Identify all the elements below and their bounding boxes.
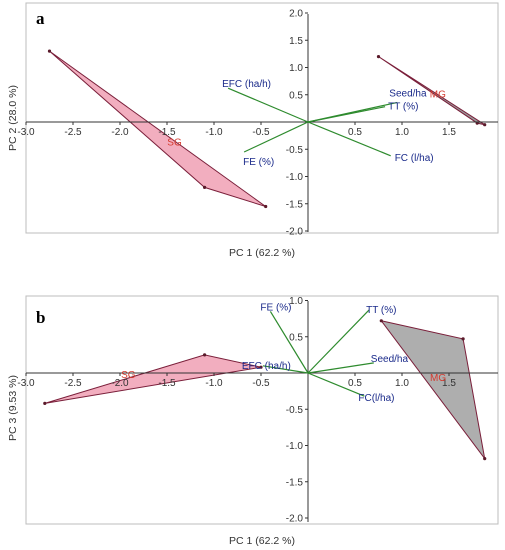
panel-a-group-mg-point xyxy=(376,55,381,59)
panel-b-x-tick-label: 1.0 xyxy=(395,378,409,389)
panel-a-x-tick-label: -2.5 xyxy=(64,127,82,138)
panel-b-loading-vector xyxy=(307,372,365,397)
panel-a-loading-label: FE (%) xyxy=(243,157,274,168)
panel-a-x-tick-label: -3.0 xyxy=(17,127,35,138)
panel-a-loading-label: Seed/ha xyxy=(389,88,427,99)
panel-a-y-tick-label: -1.0 xyxy=(286,172,304,183)
panel-b-loading-label: Seed/ha xyxy=(371,354,409,365)
panel-b-group-sg-point xyxy=(259,365,263,369)
panel-b-x-tick-label: -2.5 xyxy=(64,378,82,389)
panel-b-x-tick-label: 0.5 xyxy=(348,378,362,389)
panel-b-xlabel: PC 1 (62.2 %) xyxy=(229,535,295,547)
panel-a-group-sg-point xyxy=(203,185,207,189)
panel-a-group-sg-hull xyxy=(49,50,266,207)
panel-b-loading-vector xyxy=(269,311,309,374)
panel-a-group-sg-point xyxy=(264,204,268,209)
panel-b-group-sg-hull xyxy=(44,354,262,404)
panel-a-loading-label: TT (%) xyxy=(388,102,418,113)
panel-b-x-tick-label: -0.5 xyxy=(252,378,270,389)
panel-a-y-tick-label: 0.5 xyxy=(289,90,303,101)
panel-a-loading-label: EFC (ha/h) xyxy=(222,79,271,90)
panel-b-x-tick-label: -2.0 xyxy=(111,378,129,389)
panel-a-group-mg-hull xyxy=(378,56,485,126)
panel-b-group-mg-hull xyxy=(380,320,486,459)
panel-b-frame xyxy=(25,295,499,525)
panel-a-x-tick-label: -1.0 xyxy=(205,127,223,138)
panel-a-loading-vector xyxy=(307,121,391,157)
panel-b-loading-vector xyxy=(307,362,374,374)
panel-b-group-label: SG xyxy=(121,370,136,381)
panel-a-group-label: MG xyxy=(430,90,446,101)
panel-b-label: b xyxy=(36,308,45,327)
panel-b-y-tick-label: -0.5 xyxy=(286,405,304,416)
panel-a-y-tick-label: -1.5 xyxy=(286,199,304,210)
panel-a-biplot: a PC 1 (62.2 %) PC 2 (28.0 %) -3.0 -2.5 -2… xyxy=(7,2,499,259)
panel-b-loading-vector xyxy=(262,365,309,374)
panel-b-x-tick-label: 1.5 xyxy=(442,378,456,389)
panel-a-y-tick-label: 1.0 xyxy=(289,63,303,74)
panel-b-group-sg-point xyxy=(43,401,47,405)
panel-b-loading-vector xyxy=(307,309,370,374)
panel-b-x-tick-label: -1.5 xyxy=(158,378,176,389)
panel-b-ylabel: PC 3 (9.53 %) xyxy=(7,375,19,441)
panel-a-x-tick-label: -1.5 xyxy=(158,127,176,138)
panel-a-loading-vector xyxy=(243,121,309,153)
panel-b-group-mg-point xyxy=(483,457,487,461)
panel-b-y-tick-label: 1.0 xyxy=(289,296,303,307)
panel-a-y-tick-label: -0.5 xyxy=(286,145,304,156)
panel-b-y-tick-label: -1.5 xyxy=(286,477,304,488)
panel-a-group-label: SG xyxy=(167,137,182,148)
panel-b-biplot: b PC 1 (62.2 %) PC 3 (9.53 %) -3.0 -2.5 -2… xyxy=(7,295,499,547)
panel-a-x-tick-label: 0.5 xyxy=(348,127,362,138)
panel-a-group-sg-point xyxy=(47,49,52,53)
panel-a-ylabel: PC 2 (28.0 %) xyxy=(7,85,19,151)
panel-a-x-tick-label: -2.0 xyxy=(111,127,129,138)
panel-b-loading-label: TT (%) xyxy=(366,305,396,316)
panel-a-x-tick-label: 1.5 xyxy=(442,127,456,138)
panel-b-y-tick-label: -1.0 xyxy=(286,441,304,452)
panel-b-group-label: MG xyxy=(430,373,446,384)
panel-a-loading-vector xyxy=(307,106,386,123)
panel-a-label: a xyxy=(36,9,45,28)
panel-a-y-tick-label: 2.0 xyxy=(289,9,303,20)
panel-b-x-tick-label: -1.0 xyxy=(205,378,223,389)
panel-b-group-sg-point xyxy=(203,353,207,357)
panel-b-group-mg-point xyxy=(461,337,465,341)
panel-a-x-tick-label: -0.5 xyxy=(252,127,270,138)
panel-b-loading-label: EFC (ha/h) xyxy=(242,361,291,372)
panel-b-loading-label: FE (%) xyxy=(260,302,291,313)
panel-a-group-mg-point xyxy=(483,123,487,127)
panel-a-loading-vector xyxy=(227,87,309,123)
panel-a-frame xyxy=(25,2,499,234)
panel-b-group-mg-point xyxy=(379,319,383,323)
panel-b-loading-label: FC(l/ha) xyxy=(358,393,394,404)
panel-b-x-tick-label: -3.0 xyxy=(17,378,35,389)
panel-b-y-tick-label: 0.5 xyxy=(289,332,303,343)
panel-a-loading-label: FC (l/ha) xyxy=(395,153,434,164)
panel-a-y-tick-label: -2.0 xyxy=(286,227,304,238)
panel-a-y-tick-label: 1.5 xyxy=(289,36,303,47)
panel-a-xlabel: PC 1 (62.2 %) xyxy=(229,247,295,259)
panel-b-y-tick-label: -2.0 xyxy=(286,514,304,525)
panel-a-x-tick-label: 1.0 xyxy=(395,127,409,138)
